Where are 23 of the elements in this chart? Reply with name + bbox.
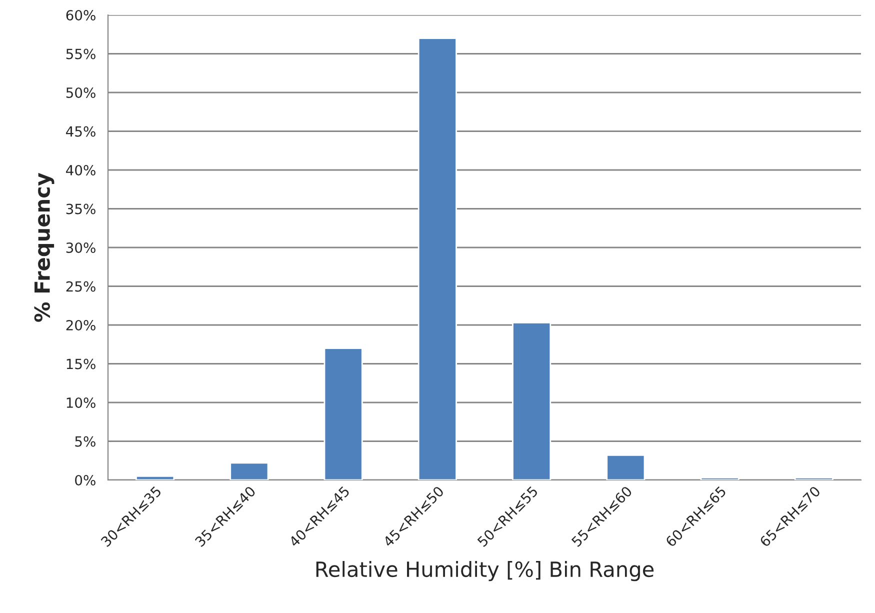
y-tick-label: 0% bbox=[75, 474, 96, 486]
bar bbox=[136, 475, 175, 480]
bar bbox=[230, 462, 269, 480]
y-tick-label: 10% bbox=[66, 397, 96, 408]
y-tick-label: 40% bbox=[66, 164, 96, 176]
y-tick-label: 30% bbox=[66, 242, 96, 253]
y-tick-label: 35% bbox=[66, 204, 96, 214]
y-tick-label: 55% bbox=[66, 48, 96, 60]
y-tick-label: 45% bbox=[66, 126, 96, 137]
y-tick-label: 15% bbox=[66, 358, 96, 370]
bar bbox=[606, 454, 646, 480]
y-axis-title: % Frequency bbox=[34, 172, 54, 322]
bar bbox=[700, 476, 740, 480]
bar bbox=[324, 348, 363, 480]
y-tick-label: 60% bbox=[66, 10, 96, 20]
bar bbox=[512, 322, 552, 480]
y-tick-label: 50% bbox=[66, 87, 96, 98]
bar bbox=[418, 38, 457, 480]
y-tick-label: 25% bbox=[66, 281, 96, 292]
y-tick-label: 5% bbox=[75, 436, 96, 447]
x-axis-title: Relative Humidity [%] Bin Range bbox=[316, 561, 654, 582]
bar bbox=[794, 476, 834, 480]
y-tick-label: 20% bbox=[66, 320, 96, 330]
